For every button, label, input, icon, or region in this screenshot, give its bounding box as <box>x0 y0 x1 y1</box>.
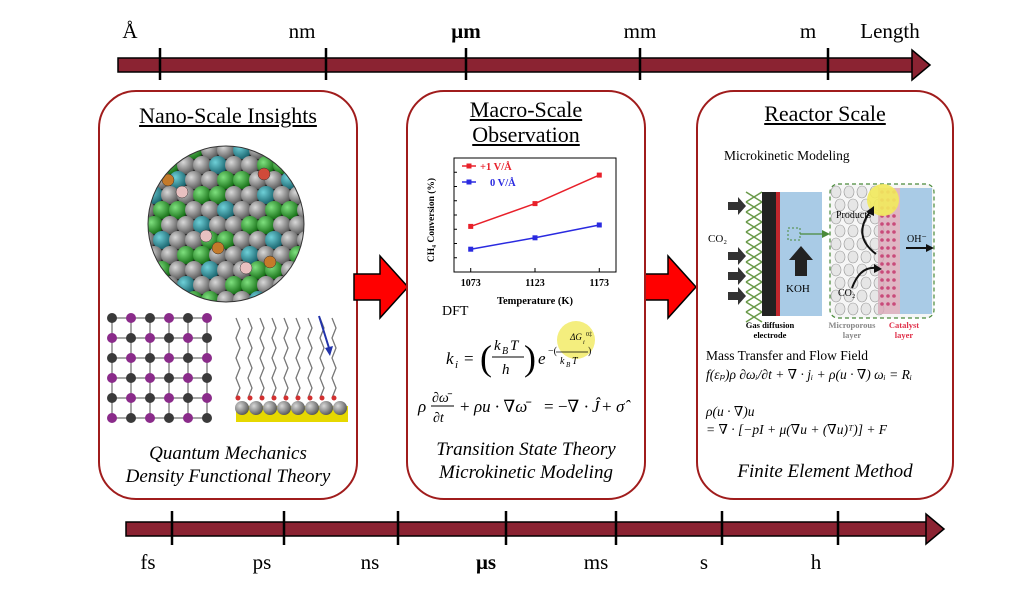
electrode-schematic: Products OH⁻ CO₂ CO₂ KOH Gas diffusion e… <box>708 183 935 340</box>
navier-stokes-equation-line2: = ∇ · [−pI + μ(∇u + (∇u)ᵀ)] + F <box>706 422 888 437</box>
activation-energy-highlight: ΔG 0‡ i <box>557 321 595 359</box>
svg-text:∂ω̄: ∂ω̄ <box>432 391 453 406</box>
chart-point <box>532 235 538 241</box>
length-tick-angstrom: Å <box>122 19 138 43</box>
macro-panel-title-line2: Observation <box>472 122 580 147</box>
length-tick-nm: nm <box>288 19 316 43</box>
legend-label-0: +1 V/Å <box>480 161 512 173</box>
chart-point <box>468 223 474 229</box>
gde-label-1: Gas diffusion <box>746 320 795 330</box>
dft-label: DFT <box>442 304 469 319</box>
chart-plot-area <box>453 157 617 273</box>
time-tick-h: h <box>810 550 822 574</box>
nano-surface-image <box>147 145 305 303</box>
chart-xlabel: Temperature (K) <box>497 296 574 307</box>
catalyst-label-1: Catalyst <box>889 320 919 330</box>
svg-text:ρ: ρ <box>417 397 426 416</box>
species-conservation-equation: ρ ∂ω̄ ∂t + ρu · ∇ω̄ = −∇ · Ĵ + σ̂ <box>417 391 631 426</box>
svg-text:k: k <box>494 338 501 354</box>
macro-foot-line2: Microkinetic Modeling <box>439 462 613 483</box>
connector-arrow-1 <box>353 254 410 320</box>
length-tick-m: m <box>799 19 817 43</box>
macro-panel-title-line1: Macro-Scale <box>469 97 583 122</box>
nano-foot-line2: Density Functional Theory <box>125 466 331 487</box>
time-scale-arrow <box>125 511 946 546</box>
time-tick-ps: ps <box>252 550 272 574</box>
chart-ylabel: CH₄ Conversion (%) <box>426 178 437 262</box>
chart-point <box>532 201 538 207</box>
ch4-conversion-chart: 1073 1123 1173 Temperature (K) CH₄ Convers… <box>426 157 617 307</box>
svg-text:∂t: ∂t <box>433 411 445 426</box>
nano-scale-panel: Nano-Scale Insights <box>98 90 358 500</box>
nano-panel-title: Nano-Scale Insights <box>139 103 317 128</box>
legend-marker-0 <box>466 163 472 169</box>
chart-x-tick-label: 1173 <box>590 278 609 289</box>
svg-text:0‡: 0‡ <box>586 332 592 338</box>
legend-marker-1 <box>466 179 472 185</box>
length-scale-arrow <box>117 48 932 82</box>
macro-foot-line1: Transition State Theory <box>436 439 616 460</box>
svg-text:=: = <box>464 349 474 368</box>
macro-scale-panel: Macro-Scale Observation 1073 1123 1173 Tem… <box>406 90 646 500</box>
svg-text:k: k <box>560 356 565 367</box>
length-axis-title: Length <box>860 19 920 43</box>
reactor-panel-title: Reactor Scale <box>764 101 886 126</box>
legend-label-1: 0 V/Å <box>490 177 516 189</box>
length-tick-mm: mm <box>623 19 657 43</box>
time-tick-ms: ms <box>583 550 609 574</box>
connector-arrow-2 <box>641 254 698 320</box>
mass-transfer-label: Mass Transfer and Flow Field <box>706 348 869 363</box>
svg-text:e: e <box>538 349 546 368</box>
svg-text:ΔG: ΔG <box>569 332 582 342</box>
svg-text:): ) <box>588 346 591 357</box>
svg-text:B: B <box>566 361 571 369</box>
reactor-scale-panel: Reactor Scale Microkinetic Modeling <box>696 90 954 500</box>
microkinetic-modeling-label: Microkinetic Modeling <box>724 148 850 163</box>
reactor-foot: Finite Element Method <box>737 461 913 482</box>
chart-point <box>596 222 602 228</box>
svg-text:Ĵ: Ĵ <box>592 397 601 416</box>
chart-x-tick-label: 1073 <box>461 278 481 289</box>
svg-text:): ) <box>524 338 536 378</box>
time-tick-us: μs <box>475 550 497 574</box>
svg-text:ρu · ∇ω̄: ρu · ∇ω̄ <box>473 397 532 416</box>
chart-point <box>596 172 602 178</box>
rate-constant-equation: k i = ( k B T h ) e −( k B T ) <box>446 338 591 378</box>
co2-left-label: CO₂ <box>708 233 727 245</box>
species-transport-equation: f(εₚ)ρ ∂ωᵢ/∂t + ∇ · jᵢ + ρ(u · ∇) ωᵢ = R… <box>706 367 913 382</box>
chart-point <box>468 246 474 252</box>
svg-text:h: h <box>502 362 510 378</box>
svg-text:T: T <box>572 356 579 367</box>
svg-text:B: B <box>502 346 508 357</box>
time-tick-ns: ns <box>360 550 380 574</box>
microporous-label-1: Microporous <box>829 320 877 330</box>
polymer-surface-image <box>224 310 350 428</box>
svg-text:i: i <box>583 340 585 346</box>
koh-label: KOH <box>786 283 810 295</box>
length-tick-um: μm <box>451 19 481 43</box>
svg-text:= −∇ ·: = −∇ · <box>544 397 589 416</box>
oh-label: OH⁻ <box>907 234 927 245</box>
svg-text:+: + <box>460 397 470 416</box>
time-tick-s: s <box>699 550 709 574</box>
svg-text:+: + <box>602 397 612 416</box>
chart-x-tick-label: 1123 <box>525 278 544 289</box>
time-tick-fs: fs <box>140 550 156 574</box>
microporous-label-2: layer <box>843 330 862 340</box>
gde-label-2: electrode <box>754 330 787 340</box>
svg-text:i: i <box>455 359 458 371</box>
svg-text:T: T <box>510 338 520 354</box>
svg-text:k: k <box>446 349 454 368</box>
svg-text:σ̂: σ̂ <box>616 397 631 416</box>
navier-stokes-equation-line1: ρ(u · ∇)u <box>706 404 755 419</box>
nano-foot-line1: Quantum Mechanics <box>149 443 307 464</box>
svg-text:−(: −( <box>548 346 558 357</box>
catalyst-label-2: layer <box>895 330 914 340</box>
lattice-structure-image <box>104 310 218 428</box>
svg-text:(: ( <box>480 338 492 378</box>
co2-inner-label: CO₂ <box>838 288 855 299</box>
products-label: Products <box>836 210 871 221</box>
